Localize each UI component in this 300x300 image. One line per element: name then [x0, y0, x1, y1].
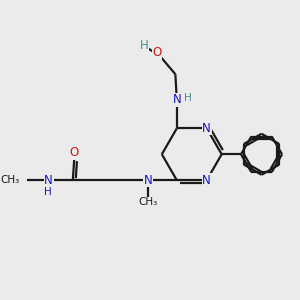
Text: CH₃: CH₃	[139, 197, 158, 207]
Text: O: O	[152, 46, 161, 59]
Text: N: N	[202, 174, 211, 187]
Text: H: H	[184, 93, 191, 103]
Text: N: N	[144, 174, 153, 187]
Text: O: O	[70, 146, 79, 159]
Text: N: N	[202, 122, 211, 135]
Text: N: N	[172, 93, 181, 106]
Text: CH₃: CH₃	[0, 175, 19, 185]
Text: H: H	[140, 39, 148, 52]
Text: H: H	[44, 187, 52, 197]
Text: N: N	[44, 174, 53, 187]
